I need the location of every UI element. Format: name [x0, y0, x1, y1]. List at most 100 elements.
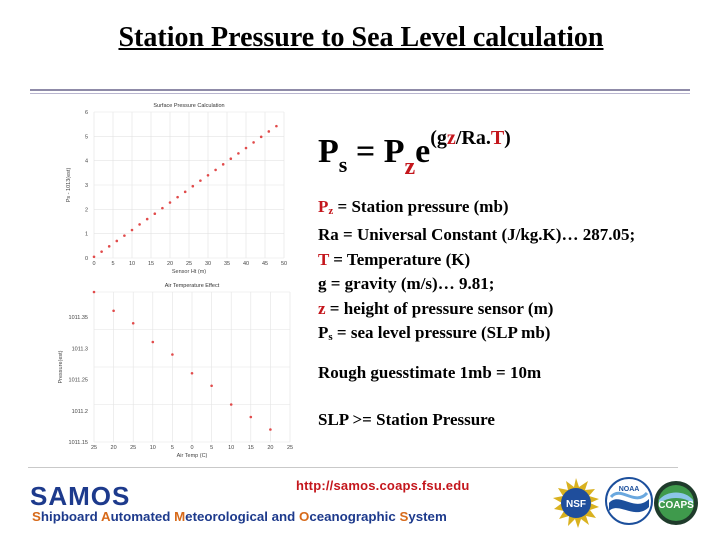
x-tick-label: 10: [150, 445, 156, 451]
def-pz: Pz = Station pressure (mb): [318, 195, 635, 223]
data-point: [151, 340, 155, 344]
data-point: [107, 245, 111, 248]
formula-exp-t: T: [490, 127, 505, 149]
y-axis-label: Pressure(est): [58, 350, 64, 383]
x-axis-label: Sensor Ht (m): [172, 269, 206, 275]
def-pz-text: = Station pressure (mb): [333, 197, 509, 216]
y-tick-label: 1011.25: [69, 378, 88, 384]
surface-pressure-chart: Surface Pressure Calculation 0 5 10 15 20 25 30…: [58, 96, 318, 281]
data-point: [130, 228, 134, 232]
data-point: [168, 201, 172, 204]
def-pz-p: P: [318, 197, 329, 216]
def-z-var: z: [318, 298, 326, 318]
y-tick-label: 1011.2: [72, 409, 88, 415]
samos-tagline: Shipboard Automated Meteorological and O…: [32, 509, 447, 524]
data-point: [183, 190, 187, 194]
def-g: g = gravity (m/s)… 9.81;: [318, 274, 495, 294]
y-tick-label: 6: [85, 110, 88, 116]
estimate-note: Rough guesstimate 1mb = 10m: [318, 363, 542, 382]
data-point: [199, 179, 202, 182]
noaa-logo-text: NOAA: [619, 486, 640, 493]
x-tick-label: 5: [111, 261, 114, 267]
data-point: [190, 371, 194, 375]
data-point: [229, 157, 233, 161]
data-point: [176, 195, 179, 199]
noaa-logo: NOAA: [605, 477, 653, 530]
x-tick-label: 25: [287, 445, 293, 451]
data-point: [249, 415, 253, 419]
def-ps-p: P: [318, 323, 329, 343]
data-point: [244, 146, 248, 150]
footer-divider: [28, 467, 678, 468]
x-tick-label: 15: [148, 261, 154, 267]
data-point: [191, 184, 195, 188]
nsf-logo-text: NSF: [566, 499, 586, 510]
formula-exp-open: (g: [430, 127, 447, 149]
data-point: [237, 152, 240, 155]
formula-equals: =: [347, 133, 384, 170]
air-temperature-chart: Air Temperature Effect 25 20 25 10 5 0 5 10 15 20 2…: [58, 282, 318, 460]
pressure-formula: Ps = Pze(gz/Ra.T): [318, 128, 511, 179]
x-tick-label: 45: [262, 261, 268, 267]
x-tick-label: 50: [281, 261, 287, 267]
x-tick-label: 30: [205, 261, 211, 267]
x-tick-label: 25: [186, 261, 192, 267]
data-point: [112, 309, 115, 313]
y-tick-label: 1011.15: [69, 440, 88, 446]
x-tick-label: 5: [210, 445, 213, 451]
x-tick-label: 0: [190, 445, 193, 451]
formula-p2: P: [383, 133, 405, 170]
y-tick-label: 1: [85, 232, 88, 238]
coaps-logo-text: COAPS: [658, 500, 694, 511]
x-tick-label: 10: [129, 261, 135, 267]
data-point: [267, 130, 271, 133]
data-point: [123, 234, 126, 237]
variable-definitions: Pz = Station pressure (mb) Ra = Universa…: [318, 195, 635, 349]
data-point: [214, 168, 217, 172]
y-tick-label: 3: [85, 183, 88, 189]
data-point: [131, 321, 135, 325]
data-point: [138, 223, 141, 226]
data-point: [221, 163, 225, 166]
x-axis-label: Air Temp (C): [177, 453, 208, 459]
def-z-text: = height of pressure sensor (m): [325, 298, 554, 318]
data-point: [115, 239, 119, 243]
chart-title: Surface Pressure Calculation: [153, 103, 224, 109]
x-tick-label: 20: [111, 445, 117, 451]
formula-sub-s: s: [338, 152, 348, 177]
y-tick-label: 2: [85, 207, 88, 213]
data-point: [275, 124, 278, 128]
data-point: [206, 173, 210, 177]
data-point: [171, 353, 174, 356]
formula-exp-close: ): [504, 127, 511, 149]
data-point: [210, 384, 213, 388]
x-tick-label: 20: [267, 445, 273, 451]
def-pz-sub: z: [328, 205, 334, 217]
formula-p: P: [318, 133, 339, 170]
data-point: [145, 217, 149, 221]
def-ra: Ra = Universal Constant (J/kg.K)… 287.05…: [318, 225, 636, 245]
formula-exp-mid: /Ra.: [455, 127, 491, 149]
def-ps: Ps = sea level pressure (SLP mb): [318, 321, 635, 349]
footer-url[interactable]: http://samos.coaps.fsu.edu: [296, 478, 470, 493]
data-point: [229, 403, 233, 406]
chart-title: Air Temperature Effect: [165, 283, 220, 289]
y-tick-label: 1011.3: [72, 346, 88, 352]
comparison-note: SLP >= Station Pressure: [318, 410, 495, 429]
formula-sub-z: z: [404, 154, 416, 180]
x-tick-label: 5: [171, 445, 174, 451]
coaps-logo: COAPS: [653, 480, 699, 531]
y-tick-label: 5: [85, 134, 88, 140]
nsf-logo: NSF: [550, 477, 602, 534]
data-point: [252, 141, 255, 144]
def-t-var: T: [318, 249, 330, 269]
x-tick-label: 0: [92, 261, 95, 267]
air-temperature-chart-svg: Air Temperature Effect 25 20 25 10 5 0 5 10 15 20 2…: [58, 283, 293, 459]
y-axis-label: Ps - 1013(est): [66, 168, 72, 203]
data-point: [259, 135, 263, 139]
x-tick-label: 15: [248, 445, 254, 451]
def-z: z = height of pressure sensor (m): [318, 297, 635, 321]
samos-wordmark: SAMOS: [30, 481, 131, 511]
y-tick-label: 1011.35: [69, 315, 88, 321]
